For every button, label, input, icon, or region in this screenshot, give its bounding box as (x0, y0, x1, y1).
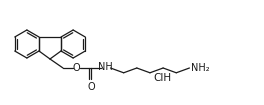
Text: O: O (72, 63, 80, 73)
Text: NH₂: NH₂ (191, 63, 210, 73)
Text: NH: NH (98, 62, 112, 72)
Text: O: O (87, 83, 95, 93)
Text: ClH: ClH (153, 73, 171, 83)
